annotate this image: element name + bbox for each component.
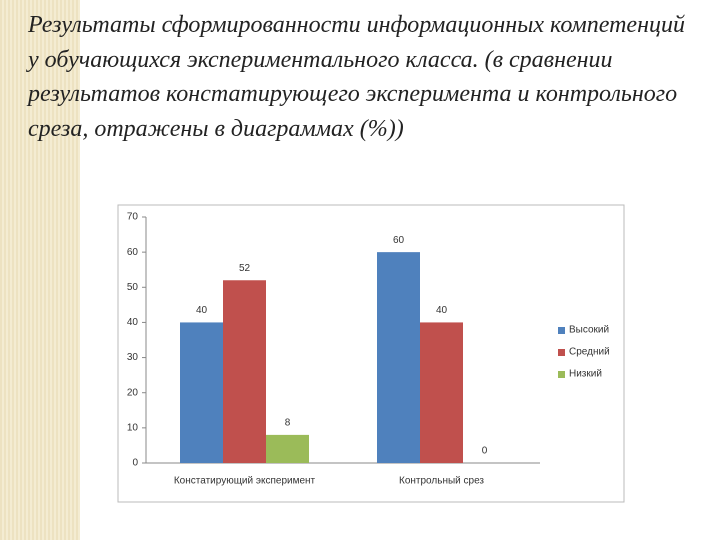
legend-label: Низкий xyxy=(569,369,602,380)
data-label: 40 xyxy=(436,305,448,316)
bar xyxy=(180,322,223,463)
legend-swatch xyxy=(558,349,565,356)
legend-label: Средний xyxy=(569,347,610,358)
bar xyxy=(223,280,266,463)
data-label: 8 xyxy=(285,418,291,429)
legend-swatch xyxy=(558,371,565,378)
slide-title: Результаты сформированности информационн… xyxy=(28,12,685,142)
bar xyxy=(377,252,420,463)
legend-label: Высокий xyxy=(569,325,609,336)
bar xyxy=(420,322,463,463)
side-stripe xyxy=(0,0,80,540)
y-tick-label: 40 xyxy=(127,317,139,328)
y-tick-label: 0 xyxy=(132,458,138,469)
data-label: 40 xyxy=(196,305,208,316)
y-tick-label: 30 xyxy=(127,352,139,363)
legend-swatch xyxy=(558,327,565,334)
y-tick-label: 70 xyxy=(127,212,139,223)
x-tick-label: Констатирующий эксперимент xyxy=(174,476,316,487)
data-label: 0 xyxy=(482,446,488,457)
y-tick-label: 60 xyxy=(127,247,139,258)
y-tick-label: 10 xyxy=(127,422,139,433)
data-label: 60 xyxy=(393,235,405,246)
y-tick-label: 50 xyxy=(127,282,139,293)
y-tick-label: 20 xyxy=(127,387,139,398)
data-label: 52 xyxy=(239,263,251,274)
x-tick-label: Контрольный срез xyxy=(399,476,484,487)
bar xyxy=(266,434,309,463)
